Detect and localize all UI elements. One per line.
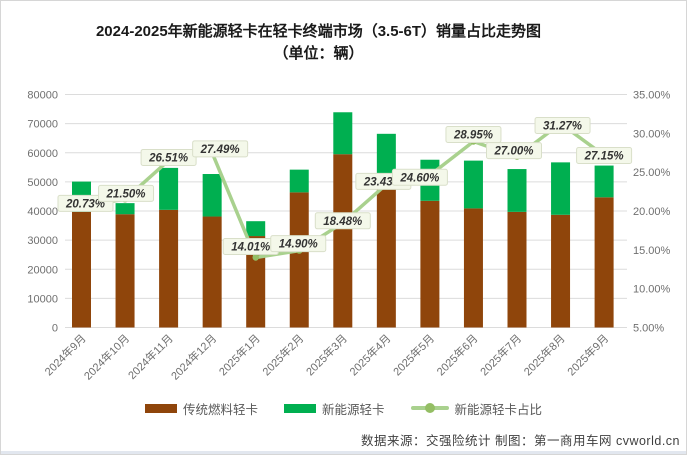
- left-axis-tick-label: 80000: [27, 90, 58, 102]
- x-axis-label: 2025年8月: [521, 331, 568, 378]
- chart-title-unit: （单位：辆）: [273, 45, 364, 62]
- x-axis-label: 2025年1月: [216, 331, 263, 378]
- share-label-box: [391, 168, 448, 186]
- bar-traditional-segment: [246, 236, 266, 328]
- x-axis-label: 2024年9月: [42, 331, 89, 378]
- right-axis-tick-label: 5.00%: [633, 323, 664, 335]
- bar-nev-segment: [289, 169, 309, 193]
- right-axis-tick-label: 25.00%: [633, 167, 671, 179]
- left-axis-tick-label: 40000: [27, 206, 58, 218]
- share-label-text: 27.15%: [584, 150, 624, 162]
- share-label-box: [314, 212, 371, 230]
- right-axis-tick-label: 15.00%: [633, 245, 671, 257]
- share-label-text: 14.01%: [231, 242, 270, 254]
- right-axis-tick-label: 20.00%: [633, 206, 671, 218]
- share-marker: [252, 254, 259, 261]
- window-bottom-edge: [1, 451, 686, 454]
- traditional-fuel-swatch: [144, 403, 177, 413]
- x-axis-label: 2024年10月: [81, 331, 132, 382]
- bar-traditional-segment: [289, 192, 309, 328]
- share-line-icon: [410, 403, 449, 413]
- share-label-box: [534, 116, 591, 134]
- bar-nev-segment: [376, 133, 396, 180]
- share-label-box: [140, 148, 197, 166]
- share-label-text: 24.60%: [399, 172, 439, 184]
- right-axis-tick-label: 30.00%: [633, 128, 671, 140]
- legend-label-nev: 新能源轻卡: [321, 402, 385, 417]
- bar-traditional-segment: [159, 209, 179, 328]
- x-axis-label: 2025年5月: [390, 331, 437, 378]
- bar-nev-segment: [115, 203, 135, 215]
- x-axis-label: 2025年4月: [346, 331, 393, 378]
- bar-nev-segment: [159, 167, 179, 210]
- chart-title: 2024-2025年新能源轻卡在轻卡终端市场（3.5-6T）销量占比走势图 （单…: [1, 21, 686, 65]
- bar-nev-segment: [463, 160, 483, 209]
- bar-traditional-segment: [72, 211, 91, 328]
- legend-item-nev: 新能源轻卡: [283, 399, 385, 418]
- bar-traditional-segment: [115, 214, 135, 328]
- x-axis-label: 2025年2月: [259, 331, 306, 378]
- bar-traditional-segment: [376, 179, 396, 328]
- share-label-box: [445, 125, 502, 143]
- left-axis-tick-label: 20000: [27, 264, 58, 276]
- share-label-text: 20.73%: [65, 198, 105, 210]
- share-line-glyph-dot: [424, 403, 435, 413]
- bar-nev-segment: [333, 112, 353, 155]
- left-axis-tick-label: 30000: [27, 235, 58, 247]
- left-axis-tick-label: 0: [52, 323, 58, 335]
- right-axis-tick-label: 10.00%: [633, 284, 671, 296]
- data-source-note: 数据来源：交强险统计 制图：第一商用车网 cvworld.cn: [361, 434, 680, 448]
- chart-title-line1: 2024-2025年新能源轻卡在轻卡终端市场（3.5-6T）销量占比走势图: [95, 23, 542, 40]
- legend-label-traditional: 传统燃料轻卡: [182, 402, 258, 417]
- left-axis-tick-label: 70000: [27, 119, 58, 131]
- share-label-text: 21.50%: [106, 188, 146, 200]
- legend-item-traditional: 传统燃料轻卡: [144, 399, 258, 418]
- x-axis-label: 2025年6月: [433, 331, 480, 378]
- share-label-text: 14.90%: [279, 239, 318, 251]
- share-label-box: [192, 140, 249, 158]
- share-label-text: 27.00%: [493, 146, 533, 158]
- legend-item-share: 新能源轻卡占比: [410, 399, 543, 418]
- share-label-text: 31.27%: [543, 120, 582, 132]
- x-axis-label: 2024年11月: [125, 331, 176, 382]
- share-label-box: [98, 184, 155, 202]
- bar-traditional-segment: [507, 211, 527, 328]
- bar-nev-segment: [507, 169, 527, 212]
- share-label-text: 28.95%: [453, 129, 493, 141]
- share-label-box: [576, 146, 633, 164]
- share-label-box: [486, 142, 542, 160]
- legend: 传统燃料轻卡 新能源轻卡 新能源轻卡占比: [1, 398, 686, 418]
- nev-swatch: [283, 403, 316, 413]
- left-axis-tick-label: 10000: [27, 293, 58, 305]
- bar-nev-segment: [551, 162, 571, 215]
- share-label-text: 18.48%: [323, 216, 362, 228]
- legend-label-share: 新能源轻卡占比: [454, 402, 543, 417]
- x-axis-label: 2025年3月: [303, 331, 350, 378]
- bar-traditional-segment: [551, 214, 571, 328]
- left-axis-tick-label: 60000: [27, 148, 58, 160]
- left-axis-tick-label: 50000: [27, 177, 58, 189]
- share-label-box: [270, 235, 327, 253]
- bar-traditional-segment: [594, 197, 614, 328]
- bar-nev-segment: [246, 221, 266, 237]
- x-axis-label: 2025年9月: [564, 331, 611, 378]
- right-axis-tick-label: 35.00%: [633, 90, 671, 102]
- bar-traditional-segment: [333, 154, 353, 328]
- bar-nev-segment: [202, 174, 222, 217]
- share-label-text: 26.51%: [148, 152, 188, 164]
- bar-traditional-segment: [420, 200, 440, 328]
- x-axis-label: 2024年12月: [168, 331, 219, 382]
- bar-traditional-segment: [202, 216, 222, 328]
- bar-nev-segment: [594, 165, 614, 198]
- share-label-text: 27.49%: [200, 144, 240, 156]
- x-axis-label: 2025年7月: [477, 331, 524, 378]
- bar-traditional-segment: [463, 208, 483, 328]
